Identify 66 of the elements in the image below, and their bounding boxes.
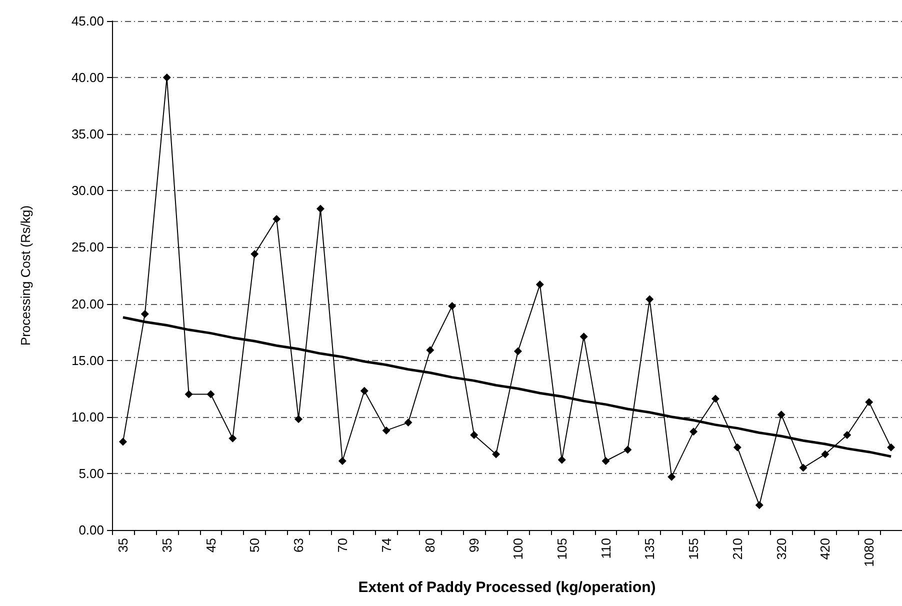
point (865, 398, 874, 406)
point (316, 204, 324, 213)
x-tick-label: 70 (334, 538, 350, 552)
point (887, 443, 896, 452)
x-tick-label: 1080 (862, 538, 877, 567)
y-tick-label: 45.00 (71, 14, 104, 28)
point (646, 295, 654, 304)
x-tick-label: 210 (730, 538, 745, 560)
point (733, 443, 742, 452)
point (272, 214, 281, 223)
x-tick-label: 35 (159, 538, 174, 552)
point (338, 457, 346, 465)
y-axis-title: Processing Cost (Rs/kg) (18, 205, 33, 346)
point (206, 390, 215, 398)
point (470, 430, 478, 439)
point (492, 450, 500, 458)
y-tick-label: 35.00 (71, 126, 104, 142)
x-tick-label: 63 (291, 538, 306, 552)
point (558, 456, 566, 464)
x-tick-label: 80 (422, 538, 438, 552)
point (448, 302, 456, 310)
point (624, 446, 632, 454)
x-tick-label: 155 (686, 538, 702, 560)
x-tick-label: 105 (554, 538, 570, 560)
y-tick-label: 20.00 (71, 296, 104, 312)
point (580, 332, 588, 341)
x-tick-label: 50 (247, 538, 262, 552)
y-tick-label: 5.00 (78, 466, 104, 481)
x-axis-title: Extent of Paddy Processed (kg/operation) (358, 579, 656, 596)
point (602, 457, 610, 465)
point (228, 434, 237, 442)
point (426, 346, 434, 354)
point (162, 74, 171, 82)
point (843, 430, 852, 439)
point (711, 394, 720, 403)
y-tick-label: 10.00 (71, 409, 104, 424)
x-tick-label: 100 (510, 538, 526, 560)
point (184, 390, 193, 398)
point (404, 418, 412, 427)
x-tick-label: 420 (818, 538, 833, 560)
x-tick-label: 320 (774, 538, 789, 560)
point (668, 472, 676, 481)
point (777, 410, 786, 419)
point (799, 464, 808, 472)
point (514, 347, 522, 356)
x-tick-label: 74 (378, 538, 394, 552)
y-tick-label: 40.00 (71, 70, 104, 86)
point (821, 450, 830, 458)
point (360, 386, 368, 395)
point (755, 501, 764, 510)
x-tick-label: 35 (115, 538, 130, 552)
y-tick-label: 25.00 (71, 240, 104, 255)
y-tick-label: 0.00 (78, 522, 104, 538)
x-tick-label: 135 (642, 538, 658, 560)
y-tick-label: 30.00 (71, 183, 104, 198)
point (250, 250, 259, 258)
point (690, 428, 698, 436)
x-tick-label: 45 (203, 538, 218, 552)
point (382, 426, 390, 434)
y-tick-label: 15.00 (71, 352, 104, 368)
point (294, 415, 303, 424)
point (140, 310, 149, 318)
x-tick-label: 110 (598, 538, 614, 559)
point (536, 280, 544, 289)
x-tick-label: 99 (466, 538, 482, 552)
point (118, 438, 127, 446)
